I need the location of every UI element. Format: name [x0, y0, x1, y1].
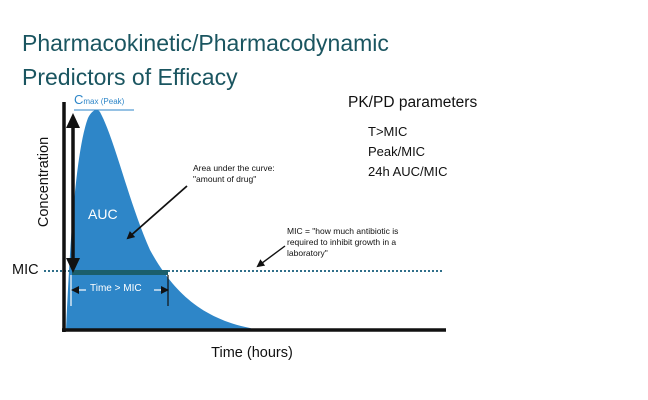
x-axis-label: Time (hours) [211, 345, 293, 361]
pkpd-parameters-heading: PK/PD parameters [348, 94, 478, 111]
mic-annotation-arrow [256, 245, 286, 268]
title-line-1: Pharmacokinetic/Pharmacodynamic [22, 30, 389, 56]
cmax-main: C [74, 92, 84, 107]
mic-annotation-line-3: laboratory" [287, 248, 328, 258]
cmax-sub: max [83, 97, 99, 106]
auc-label: AUC [88, 206, 118, 222]
pkpd-parameter-item: T>MIC [368, 124, 408, 139]
time-above-mic-bar [72, 270, 168, 275]
cmax-paren: (Peak) [98, 97, 125, 106]
time-above-mic-label: Time > MIC [90, 283, 142, 294]
mic-annotation-line-1: MIC = "how much antibiotic is [287, 226, 399, 236]
page-title: Pharmacokinetic/Pharmacodynamic Predicto… [22, 26, 389, 94]
auc-annotation-line-1: Area under the curve: [193, 163, 275, 173]
mic-label: MIC [12, 262, 39, 278]
mic-annotation: MIC = "how much antibiotic is required t… [287, 226, 398, 259]
cmax-arrow-bottom-head [66, 258, 80, 273]
pkpd-parameter-item: 24h AUC/MIC [368, 164, 448, 179]
auc-annotation-arrow [126, 185, 188, 240]
title-line-2: Predictors of Efficacy [22, 64, 238, 90]
pkpd-parameters-list: T>MIC Peak/MIC 24h AUC/MIC [368, 122, 447, 182]
y-axis-label: Concentration [36, 136, 52, 228]
auc-annotation-line-2: "amount of drug" [193, 174, 257, 184]
pkpd-parameter-item: Peak/MIC [368, 144, 426, 159]
auc-annotation: Area under the curve: "amount of drug" [193, 163, 275, 185]
cmax-label: Cmax (Peak) [74, 92, 124, 107]
mic-annotation-line-2: required to inhibit growth in a [287, 237, 397, 247]
cmax-arrow-top-head [66, 113, 80, 128]
